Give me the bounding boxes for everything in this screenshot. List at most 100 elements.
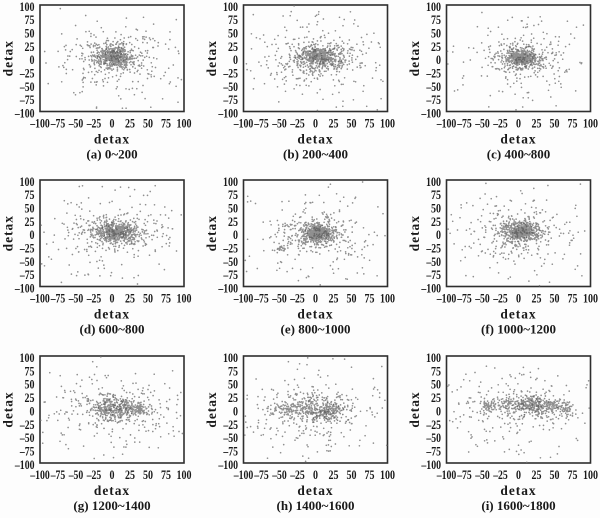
- svg-text:75: 75: [228, 13, 238, 27]
- svg-text:25: 25: [431, 215, 441, 229]
- svg-text:0: 0: [313, 117, 318, 131]
- svg-text:75: 75: [568, 117, 578, 131]
- svg-text:0: 0: [110, 117, 115, 131]
- svg-text:detax: detax: [1, 215, 16, 251]
- svg-text:0: 0: [516, 468, 521, 482]
- svg-text:50: 50: [143, 468, 153, 482]
- svg-text:75: 75: [161, 292, 171, 306]
- svg-text:–25: –25: [86, 117, 101, 131]
- svg-text:100: 100: [223, 0, 238, 14]
- svg-text:0: 0: [30, 53, 35, 67]
- svg-text:75: 75: [568, 468, 578, 482]
- svg-text:0: 0: [436, 404, 441, 418]
- svg-text:100: 100: [380, 117, 395, 131]
- svg-text:–100: –100: [29, 468, 49, 482]
- svg-text:25: 25: [25, 40, 35, 54]
- svg-text:–25: –25: [86, 292, 101, 306]
- svg-text:75: 75: [25, 13, 35, 27]
- svg-text:25: 25: [532, 117, 542, 131]
- svg-text:–25: –25: [19, 418, 34, 432]
- svg-text:100: 100: [20, 175, 35, 189]
- svg-text:–75: –75: [426, 445, 441, 459]
- svg-text:detax: detax: [94, 483, 130, 498]
- svg-text:detax: detax: [94, 131, 130, 146]
- svg-text:–50: –50: [223, 255, 238, 269]
- svg-text:detax: detax: [94, 306, 130, 321]
- svg-text:–25: –25: [19, 67, 34, 81]
- svg-text:25: 25: [125, 117, 135, 131]
- svg-text:100: 100: [20, 351, 35, 365]
- svg-text:detax: detax: [204, 391, 219, 427]
- svg-text:25: 25: [125, 292, 135, 306]
- svg-text:–75: –75: [456, 292, 471, 306]
- svg-text:50: 50: [25, 27, 35, 41]
- svg-text:–25: –25: [223, 418, 238, 432]
- svg-text:detax: detax: [500, 131, 536, 146]
- svg-text:50: 50: [431, 27, 441, 41]
- svg-text:100: 100: [20, 0, 35, 14]
- svg-text:–50: –50: [474, 117, 489, 131]
- svg-text:50: 50: [550, 468, 560, 482]
- svg-text:–25: –25: [426, 67, 441, 81]
- svg-text:0: 0: [30, 228, 35, 242]
- svg-text:–100: –100: [218, 106, 238, 120]
- svg-text:50: 50: [228, 27, 238, 41]
- svg-text:–50: –50: [19, 431, 34, 445]
- svg-text:100: 100: [583, 292, 598, 306]
- svg-text:75: 75: [568, 292, 578, 306]
- svg-text:–50: –50: [474, 292, 489, 306]
- svg-text:–100: –100: [14, 281, 34, 295]
- svg-text:–100: –100: [14, 458, 34, 472]
- svg-text:25: 25: [228, 40, 238, 54]
- svg-text:–50: –50: [271, 292, 286, 306]
- svg-text:25: 25: [25, 391, 35, 405]
- svg-text:detax: detax: [407, 215, 422, 251]
- svg-text:–100: –100: [421, 458, 441, 472]
- svg-text:75: 75: [228, 364, 238, 378]
- svg-text:50: 50: [25, 202, 35, 216]
- svg-text:100: 100: [583, 117, 598, 131]
- svg-text:–75: –75: [223, 268, 238, 282]
- svg-text:–50: –50: [474, 468, 489, 482]
- svg-text:50: 50: [228, 378, 238, 392]
- svg-text:–100: –100: [436, 117, 456, 131]
- svg-text:–25: –25: [426, 242, 441, 256]
- svg-text:50: 50: [228, 202, 238, 216]
- svg-text:25: 25: [431, 40, 441, 54]
- svg-text:–100: –100: [233, 117, 253, 131]
- svg-text:–25: –25: [492, 468, 507, 482]
- svg-text:–50: –50: [68, 468, 83, 482]
- svg-text:25: 25: [329, 292, 339, 306]
- svg-text:75: 75: [161, 117, 171, 131]
- svg-text:100: 100: [380, 468, 395, 482]
- svg-text:–100: –100: [436, 292, 456, 306]
- svg-text:0: 0: [436, 53, 441, 67]
- svg-text:100: 100: [177, 117, 192, 131]
- svg-text:(a) 0~200: (a) 0~200: [86, 146, 137, 161]
- svg-text:–75: –75: [19, 268, 34, 282]
- svg-text:50: 50: [25, 378, 35, 392]
- svg-text:50: 50: [143, 117, 153, 131]
- svg-text:(f) 1000~1200: (f) 1000~1200: [481, 321, 556, 336]
- svg-text:0: 0: [313, 468, 318, 482]
- svg-text:detax: detax: [1, 391, 16, 427]
- svg-text:75: 75: [365, 292, 375, 306]
- svg-text:detax: detax: [500, 483, 536, 498]
- svg-text:–25: –25: [223, 67, 238, 81]
- svg-text:0: 0: [516, 117, 521, 131]
- svg-text:–25: –25: [19, 242, 34, 256]
- svg-text:–25: –25: [289, 468, 304, 482]
- svg-text:–25: –25: [289, 292, 304, 306]
- svg-text:–100: –100: [29, 292, 49, 306]
- svg-text:(b) 200~400: (b) 200~400: [283, 146, 348, 161]
- svg-text:–25: –25: [492, 117, 507, 131]
- svg-text:–100: –100: [233, 468, 253, 482]
- svg-text:25: 25: [125, 468, 135, 482]
- svg-text:(d) 600~800: (d) 600~800: [80, 321, 145, 336]
- svg-text:75: 75: [431, 13, 441, 27]
- svg-text:–50: –50: [426, 255, 441, 269]
- svg-text:75: 75: [365, 117, 375, 131]
- svg-text:–50: –50: [68, 292, 83, 306]
- svg-text:–25: –25: [426, 418, 441, 432]
- svg-text:–100: –100: [29, 117, 49, 131]
